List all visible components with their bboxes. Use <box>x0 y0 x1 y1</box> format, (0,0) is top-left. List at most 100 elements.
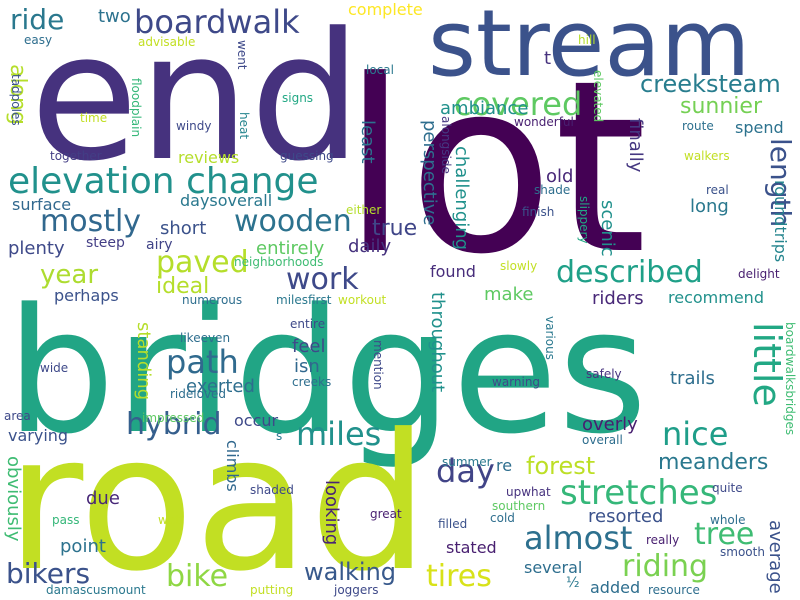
word-went: went <box>235 40 249 70</box>
word-true: true <box>372 216 418 241</box>
word-along: along <box>5 64 30 125</box>
word-described: described <box>556 255 703 290</box>
word-delight: delight <box>738 267 780 281</box>
word-work: work <box>286 262 359 297</box>
word-ride: ride <box>10 3 65 36</box>
word-guessing: guessing <box>280 149 334 163</box>
word-upwhat: upwhat <box>506 485 551 499</box>
word-nice: nice <box>662 415 729 453</box>
word-bikers: bikers <box>6 557 91 590</box>
word-entire: entire <box>290 317 326 331</box>
word-length: length <box>764 138 797 228</box>
word-walkers: walkers <box>684 149 730 163</box>
word-due: due <box>86 488 120 509</box>
word-road: road <box>6 394 429 600</box>
word-year: year <box>40 260 99 290</box>
word-impressed: impressed <box>142 411 205 425</box>
word-recommend: recommend <box>668 288 764 307</box>
word-climbs: climbs <box>223 440 242 492</box>
word-smooth: smooth <box>720 545 765 559</box>
word-boardwalksbridges: boardwalksbridges <box>783 322 797 436</box>
word-wide: wide <box>40 361 69 375</box>
word-pass: pass <box>52 513 80 527</box>
word-found: found <box>430 262 476 281</box>
word-signs: signs <box>282 91 314 105</box>
word-elevation-change: elevation change <box>8 161 319 202</box>
word-ideal: ideal <box>156 274 210 299</box>
word-creeksteam: creeksteam <box>640 70 781 98</box>
word-safely: safely <box>586 367 622 381</box>
word-little: little <box>745 322 789 407</box>
word-wet: wet <box>158 513 180 527</box>
word-route: route <box>682 119 714 133</box>
word-spend: spend <box>735 118 784 137</box>
word-hybrid: hybrid <box>126 407 222 442</box>
word-resorted: resorted <box>588 506 664 527</box>
word-milesfirst: milesfirst <box>276 293 332 307</box>
word-tires: tires <box>426 559 492 594</box>
word-advisable: advisable <box>138 35 196 49</box>
word-boardwalk: boardwalk <box>134 3 300 41</box>
word-steep: steep <box>86 235 125 251</box>
word-stream: stream <box>428 0 751 97</box>
word-wonderful: wonderful <box>514 115 574 129</box>
word-southern: southern <box>492 499 546 513</box>
word-really: really <box>646 533 680 547</box>
word-resource: resource <box>648 583 700 597</box>
word-wooden: wooden <box>234 204 352 239</box>
word-daysoverall: daysoverall <box>180 191 273 210</box>
word-daily: daily <box>348 236 392 257</box>
word-damascusmount: damascusmount <box>46 583 146 597</box>
word-complete: complete <box>348 0 423 19</box>
word-varying: varying <box>8 426 69 445</box>
word-half: ½ <box>566 575 580 591</box>
word-finish: finish <box>522 205 555 219</box>
word-end: end <box>30 0 362 200</box>
word-mention: mention <box>371 340 385 390</box>
word-alongside: alongside <box>439 116 453 174</box>
word-great: great <box>370 507 402 521</box>
word-standing: standing <box>133 322 154 401</box>
word-trails: trails <box>670 368 715 389</box>
word-overly: overly <box>582 414 638 435</box>
word-feel: feel <box>292 336 326 357</box>
word-easy: easy <box>24 33 53 47</box>
word-surface: surface <box>12 195 72 214</box>
word-slowly: slowly <box>500 259 538 273</box>
word-added: added <box>590 578 641 597</box>
word-riders: riders <box>592 288 644 309</box>
word-windy: windy <box>176 119 212 133</box>
word-workout: workout <box>338 293 387 307</box>
word-ambiance: ambiance <box>440 98 529 119</box>
word-short: short <box>160 218 207 239</box>
word-putting: putting <box>250 583 294 597</box>
word-re: re <box>496 456 513 475</box>
word-summer: summer <box>442 455 492 469</box>
word-riding: riding <box>622 549 709 584</box>
word-filled: filled <box>438 517 468 531</box>
word-lot: lot <box>342 30 648 307</box>
word-make: make <box>484 284 534 305</box>
word-shaded: shaded <box>250 483 294 497</box>
word-tadpoles: tadpoles <box>9 74 23 126</box>
word-reviews: reviews <box>178 148 240 167</box>
word-creeks: creeks <box>292 375 332 389</box>
word-slippery: slippery <box>577 196 591 244</box>
word-cold: cold <box>490 511 515 525</box>
word-various: various <box>543 316 557 360</box>
word-two: two <box>98 6 131 27</box>
word-stated: stated <box>446 538 497 557</box>
word-meanders: meanders <box>658 450 769 475</box>
word-stretches: stretches <box>560 473 718 513</box>
word-isn: isn <box>294 356 320 377</box>
word-whole: whole <box>710 513 746 527</box>
word-challenging: challenging <box>451 146 472 251</box>
word-hill: hill <box>578 33 596 47</box>
word-roundtrips: roundtrips <box>771 180 790 263</box>
word-numerous: numerous <box>182 293 243 307</box>
word-finally: finally <box>625 118 646 173</box>
word-covered: covered <box>454 85 583 123</box>
word-time: time <box>80 111 108 125</box>
word-occur: occur <box>234 411 279 430</box>
